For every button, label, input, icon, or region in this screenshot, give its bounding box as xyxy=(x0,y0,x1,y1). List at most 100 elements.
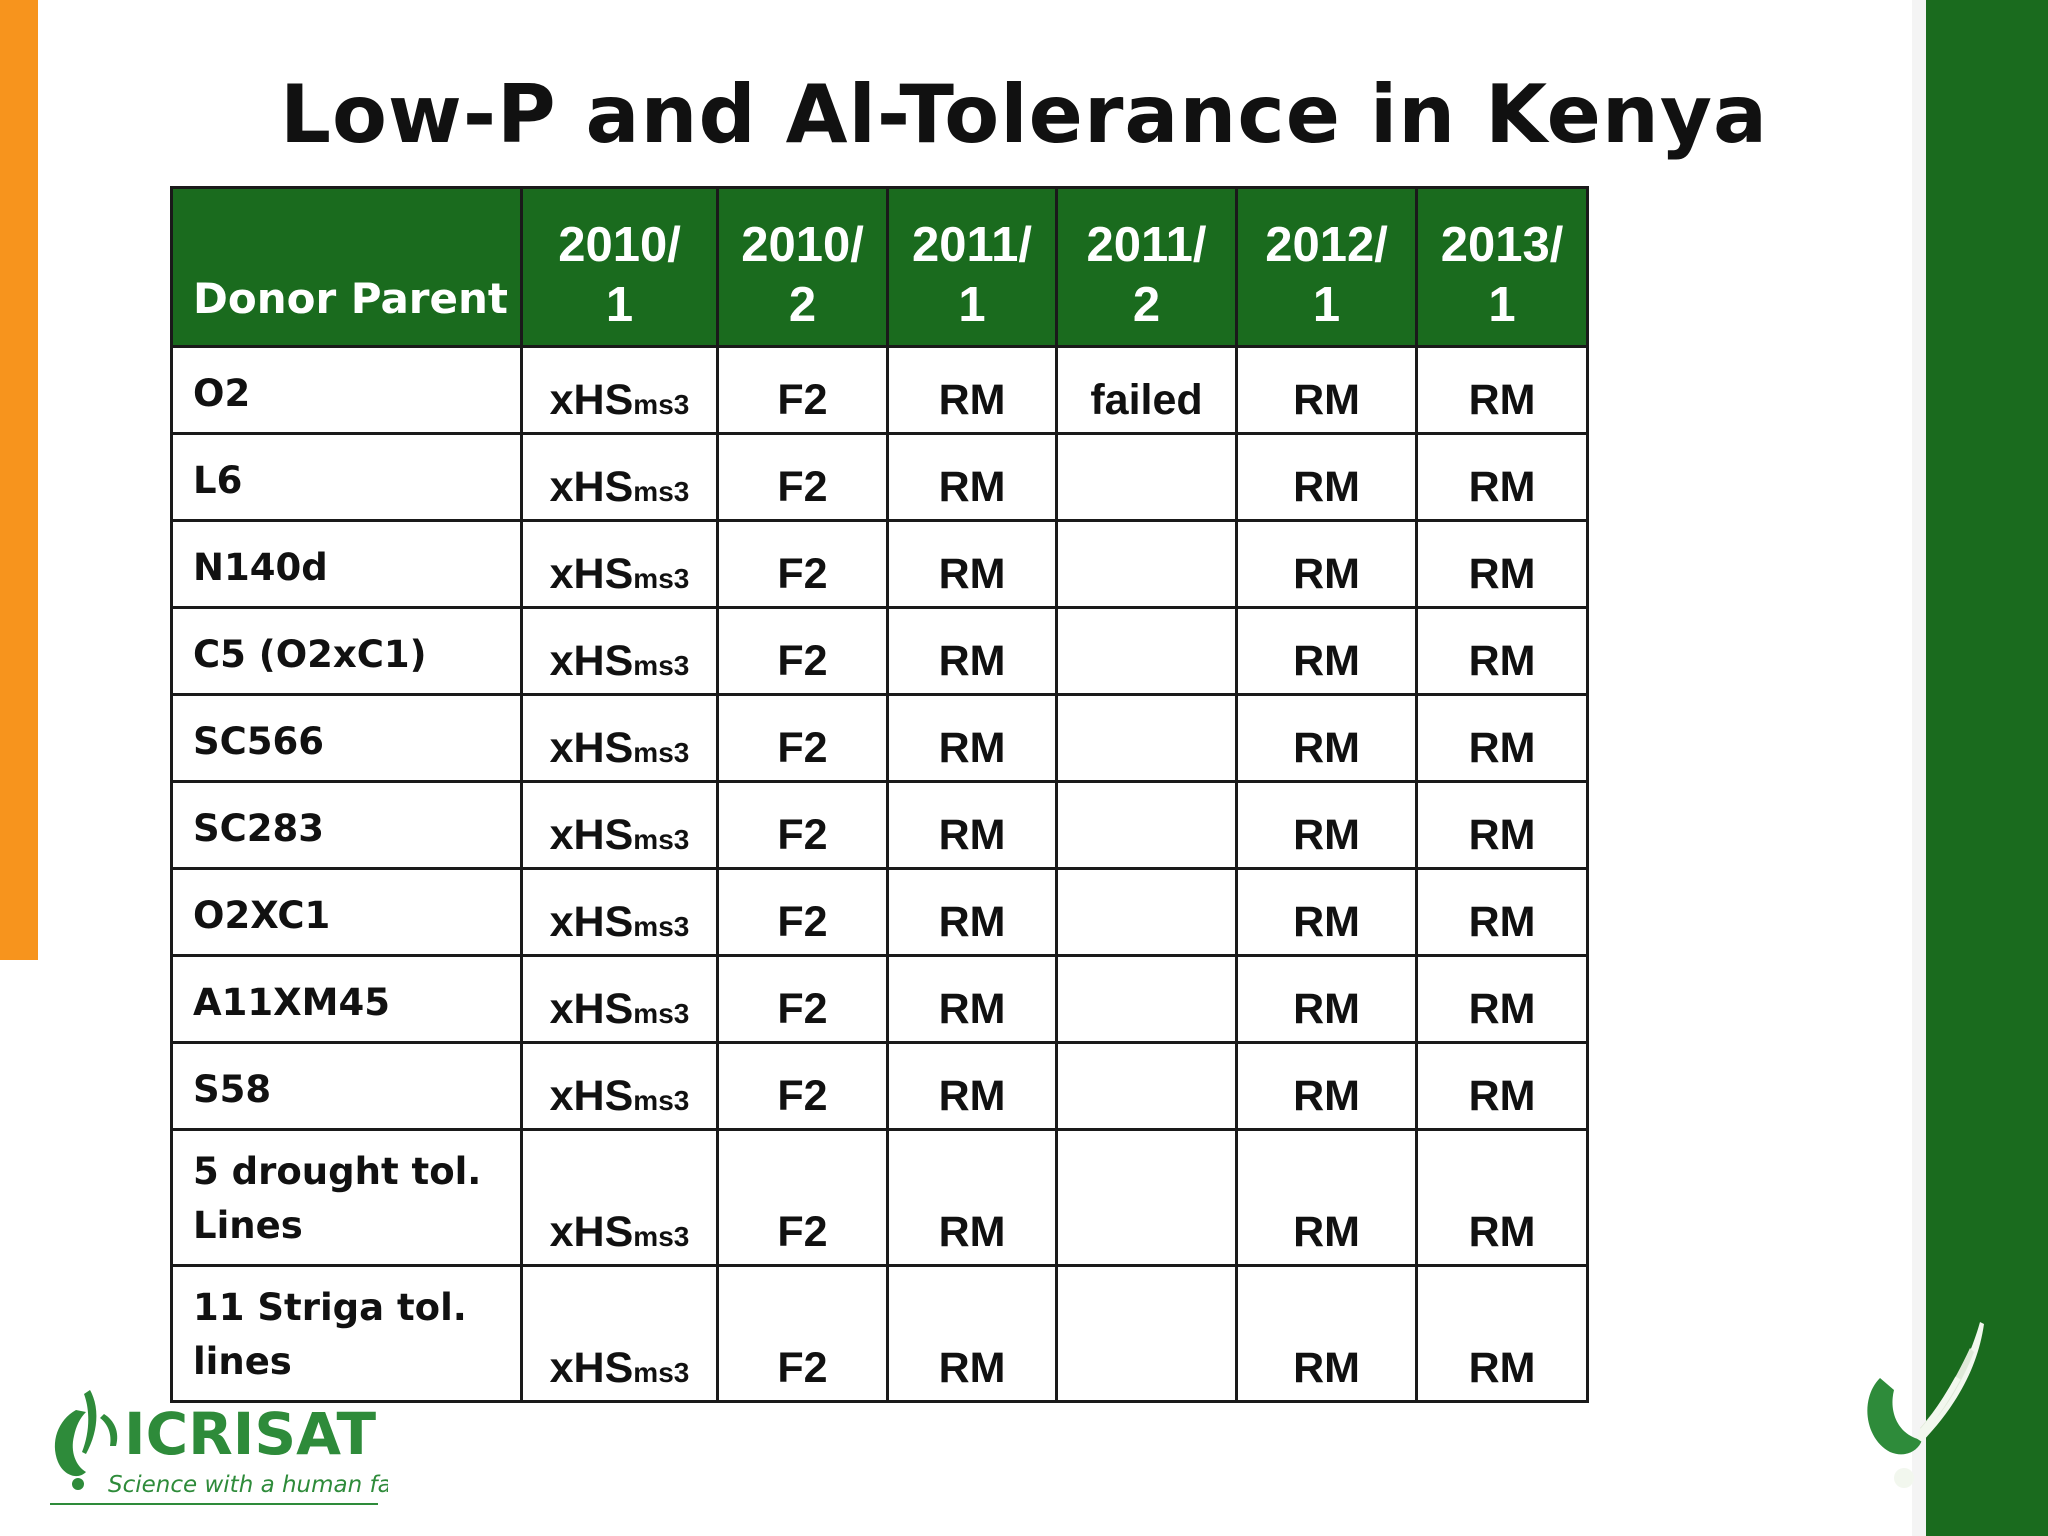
season-cell: F2 xyxy=(716,780,889,870)
table-row: SC566 xHSms3 F2 RM RM RM xyxy=(170,693,1589,783)
season-cell xyxy=(1055,954,1238,1044)
season-cell: RM xyxy=(1235,345,1418,435)
season-cell: RM xyxy=(1415,867,1589,957)
season-cell: RM xyxy=(886,867,1058,957)
cross-cell: xHSms3 xyxy=(520,432,719,522)
season-cell: RM xyxy=(1235,780,1418,870)
donor-parent-cell: 11 Striga tol. lines xyxy=(170,1264,523,1403)
table-row: SC283 xHSms3 F2 RM RM RM xyxy=(170,780,1589,870)
donor-parent-cell: O2 xyxy=(170,345,523,435)
header-cell-2010-1: 2010/1 xyxy=(520,186,719,348)
donor-parent-cell: SC283 xyxy=(170,780,523,870)
cross-cell: xHSms3 xyxy=(520,1041,719,1131)
season-cell: RM xyxy=(886,780,1058,870)
table-row: 5 drought tol. Lines xHSms3 F2 RM RM RM xyxy=(170,1128,1589,1267)
header-cell-2012-1: 2012/1 xyxy=(1235,186,1418,348)
season-cell: RM xyxy=(886,606,1058,696)
table-row: S58 xHSms3 F2 RM RM RM xyxy=(170,1041,1589,1131)
season-cell xyxy=(1055,1128,1238,1267)
season-cell: F2 xyxy=(716,606,889,696)
leaf-emblem-icon xyxy=(1867,1322,1984,1488)
season-cell: RM xyxy=(1415,519,1589,609)
cross-cell: xHSms3 xyxy=(520,606,719,696)
donor-parent-cell: N140d xyxy=(170,519,523,609)
header-cell-2013-1: 2013/1 xyxy=(1415,186,1589,348)
season-cell xyxy=(1055,606,1238,696)
table-row: A11XM45 xHSms3 F2 RM RM RM xyxy=(170,954,1589,1044)
season-cell xyxy=(1055,519,1238,609)
season-cell: RM xyxy=(886,1041,1058,1131)
season-cell xyxy=(1055,1264,1238,1403)
season-cell xyxy=(1055,867,1238,957)
table-row: 11 Striga tol. lines xHSms3 F2 RM RM RM xyxy=(170,1264,1589,1403)
season-cell xyxy=(1055,693,1238,783)
table-row: O2XC1 xHSms3 F2 RM RM RM xyxy=(170,867,1589,957)
table-row: N140d xHSms3 F2 RM RM RM xyxy=(170,519,1589,609)
donor-parent-cell: O2XC1 xyxy=(170,867,523,957)
table-header-row: Donor Parent 2010/1 2010/2 2011/1 2011/2… xyxy=(170,186,1589,348)
season-cell: F2 xyxy=(716,432,889,522)
season-cell xyxy=(1055,1041,1238,1131)
side-band-edge xyxy=(1912,0,1926,1536)
donor-parent-table: Donor Parent 2010/1 2010/2 2011/1 2011/2… xyxy=(170,186,1589,1403)
season-cell: F2 xyxy=(716,345,889,435)
season-cell: RM xyxy=(1415,693,1589,783)
season-cell: RM xyxy=(1235,1041,1418,1131)
season-cell: RM xyxy=(1415,432,1589,522)
logo-plant-icon xyxy=(54,1390,118,1490)
season-cell: RM xyxy=(886,519,1058,609)
season-cell: F2 xyxy=(716,693,889,783)
season-cell: RM xyxy=(1235,693,1418,783)
donor-parent-cell: A11XM45 xyxy=(170,954,523,1044)
season-cell: F2 xyxy=(716,519,889,609)
header-cell-donor-parent: Donor Parent xyxy=(170,186,523,348)
donor-parent-cell: 5 drought tol. Lines xyxy=(170,1128,523,1267)
slide-title: Low-P and Al-Tolerance in Kenya xyxy=(279,68,1769,161)
season-cell: RM xyxy=(1415,780,1589,870)
season-cell: RM xyxy=(1235,432,1418,522)
cross-cell: xHSms3 xyxy=(520,954,719,1044)
season-cell: RM xyxy=(886,1128,1058,1267)
season-cell: F2 xyxy=(716,954,889,1044)
season-cell: RM xyxy=(1235,606,1418,696)
cross-cell: xHSms3 xyxy=(520,693,719,783)
season-cell: F2 xyxy=(716,1128,889,1267)
header-cell-2011-2: 2011/2 xyxy=(1055,186,1238,348)
season-cell: RM xyxy=(886,954,1058,1044)
donor-parent-cell: S58 xyxy=(170,1041,523,1131)
table-row: C5 (O2xC1) xHSms3 F2 RM RM RM xyxy=(170,606,1589,696)
season-cell: RM xyxy=(886,1264,1058,1403)
cross-cell: xHSms3 xyxy=(520,1264,719,1403)
donor-parent-cell: C5 (O2xC1) xyxy=(170,606,523,696)
season-cell: RM xyxy=(1235,1264,1418,1403)
season-cell: RM xyxy=(1415,345,1589,435)
logo-wordmark: ICRISAT xyxy=(124,1400,377,1468)
icrisat-logo: ICRISAT Science with a human face xyxy=(50,1390,388,1505)
orange-accent-bar xyxy=(0,0,38,960)
season-cell: failed xyxy=(1055,345,1238,435)
season-cell: RM xyxy=(886,432,1058,522)
season-cell: F2 xyxy=(716,1264,889,1403)
season-cell: RM xyxy=(886,693,1058,783)
cross-cell: xHSms3 xyxy=(520,519,719,609)
cross-cell: xHSms3 xyxy=(520,345,719,435)
season-cell: RM xyxy=(1415,1041,1589,1131)
season-cell: F2 xyxy=(716,867,889,957)
season-cell xyxy=(1055,780,1238,870)
season-cell: RM xyxy=(886,345,1058,435)
season-cell: RM xyxy=(1235,1128,1418,1267)
season-cell: F2 xyxy=(716,1041,889,1131)
header-cell-2010-2: 2010/2 xyxy=(716,186,889,348)
season-cell: RM xyxy=(1415,606,1589,696)
season-cell: RM xyxy=(1235,867,1418,957)
cross-cell: xHSms3 xyxy=(520,867,719,957)
table-row: L6 xHSms3 F2 RM RM RM xyxy=(170,432,1589,522)
cross-cell: xHSms3 xyxy=(520,1128,719,1267)
logo-tagline: Science with a human face xyxy=(108,1472,388,1498)
donor-parent-cell: SC566 xyxy=(170,693,523,783)
cross-cell: xHSms3 xyxy=(520,780,719,870)
season-cell: RM xyxy=(1235,519,1418,609)
header-cell-2011-1: 2011/1 xyxy=(886,186,1058,348)
season-cell: RM xyxy=(1415,1264,1589,1403)
season-cell: RM xyxy=(1415,954,1589,1044)
